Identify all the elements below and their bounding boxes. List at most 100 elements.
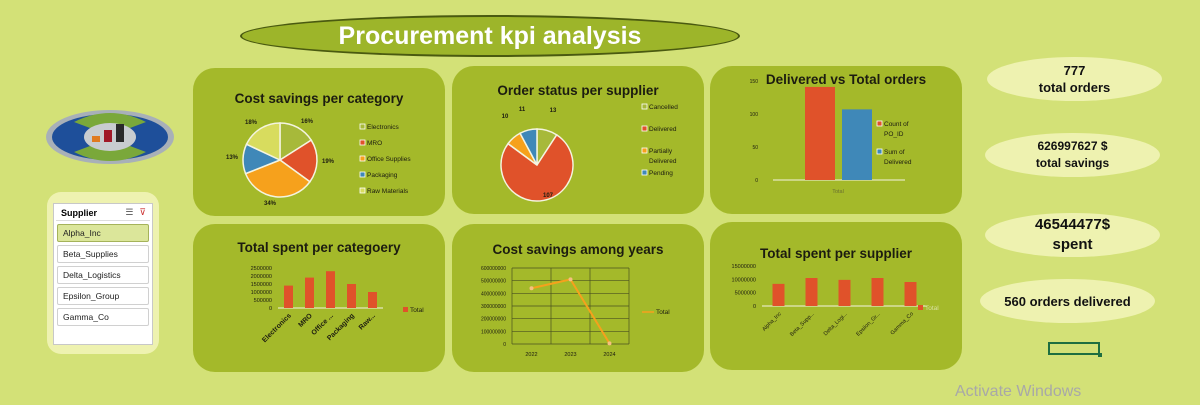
- pie-slice-pending: [519, 128, 538, 166]
- bar-raw-: [368, 292, 377, 308]
- legend-label: Cancelled: [649, 104, 678, 111]
- legend-label: PO_ID: [884, 131, 904, 138]
- legend-label: Office Supplies: [367, 156, 411, 163]
- bar-count-of-po-id: [805, 86, 835, 180]
- order-status-chart[interactable]: Order status per supplier 13 107 10 11 Cancel…: [452, 66, 704, 214]
- legend-swatch: [359, 155, 366, 162]
- slicer-item-gamma-co[interactable]: Gamma_Co: [57, 308, 149, 326]
- kpi-label: total savings: [1035, 156, 1110, 170]
- multi-select-icon[interactable]: ☰: [125, 207, 134, 217]
- legend-label: Sum of: [884, 149, 905, 156]
- data-label: 19%: [322, 159, 335, 165]
- delivered-vs-total-chart[interactable]: Delivered vs Total orders 0 50 100 150 Total C…: [710, 66, 962, 214]
- y-tick-label: 400000000: [481, 291, 506, 297]
- legend-swatch: [403, 307, 408, 312]
- pie-slice-mro: [278, 139, 318, 183]
- legend-label: Packaging: [367, 172, 398, 179]
- data-label: 10: [502, 114, 509, 120]
- data-point: [568, 277, 573, 282]
- y-tick-label: 5000000: [735, 291, 756, 297]
- y-tick-label: 300000000: [481, 304, 506, 310]
- y-tick-label: 100: [750, 112, 759, 118]
- y-tick-label: 0: [753, 304, 756, 310]
- y-tick-label: 100000000: [481, 329, 506, 335]
- legend-label: Total: [656, 309, 670, 316]
- x-tick-label: MRO: [297, 312, 314, 329]
- x-tick-label: Beta_Supp...: [789, 311, 816, 338]
- chart-title: Cost savings per category: [234, 91, 404, 106]
- bar-electronics: [284, 285, 293, 308]
- logo-icon: [46, 110, 174, 164]
- y-tick-label: 0: [755, 178, 758, 184]
- pie-slice-raw-materials: [245, 122, 281, 162]
- cost-savings-years-chart[interactable]: Cost savings among years 0 100000000 200000…: [452, 224, 704, 372]
- y-tick-label: 500000000: [481, 279, 506, 285]
- slicer-item-alpha-inc[interactable]: Alpha_Inc: [57, 224, 149, 242]
- cost-savings-category-chart[interactable]: Cost savings per category 16% 19% 34% 13% 18%…: [193, 68, 445, 216]
- activate-windows-watermark: Activate Windows: [955, 383, 1082, 400]
- chart-title: Cost savings among years: [492, 242, 664, 257]
- y-tick-label: 2500000: [251, 266, 272, 272]
- y-tick-label: 1500000: [251, 282, 272, 288]
- legend-swatch: [918, 305, 923, 310]
- supplier-slicer[interactable]: Supplier ☰ ⊽ Alpha_Inc Beta_Supplies Del…: [53, 203, 153, 345]
- legend-label: Count of: [884, 121, 909, 128]
- slicer-item-epsilon-group[interactable]: Epsilon_Group: [57, 287, 149, 305]
- y-tick-label: 2000000: [251, 274, 272, 280]
- pie-slice-office-supplies: [244, 159, 311, 198]
- y-tick-label: 50: [752, 145, 758, 151]
- bar-alpha-inc: [772, 283, 785, 306]
- x-tick-label: Total: [832, 189, 844, 195]
- clear-filter-icon[interactable]: ⊽: [139, 207, 146, 217]
- legend-label: Delivered: [649, 158, 677, 165]
- x-tick-label: Gamma_Co: [890, 311, 915, 336]
- legend-label: Total: [925, 305, 939, 312]
- slicer-item-beta-supplies[interactable]: Beta_Supplies: [57, 245, 149, 263]
- chart-title: Total spent per categoery: [237, 240, 401, 255]
- y-tick-label: 15000000: [732, 264, 756, 270]
- kpi-total-orders: 777 total orders: [987, 57, 1162, 101]
- pie-slice-delivered: [500, 133, 574, 202]
- kpi-value: 46544477$: [1034, 216, 1111, 233]
- data-point: [529, 286, 534, 291]
- data-label: 16%: [301, 119, 314, 125]
- y-tick-label: 150: [750, 79, 759, 85]
- kpi-spent: 46544477$ spent: [985, 213, 1160, 257]
- series-line-total: [531, 278, 611, 344]
- data-label: 13: [550, 108, 557, 114]
- legend-label: Raw Materials: [367, 188, 409, 195]
- legend-label: MRO: [367, 140, 382, 147]
- legend-swatch: [641, 103, 648, 110]
- y-tick-label: 500000: [254, 298, 272, 304]
- legend-swatch: [641, 147, 648, 154]
- kpi-label: total orders: [1038, 80, 1111, 95]
- legend-swatch: [359, 123, 366, 130]
- kpi-value: 777: [1063, 63, 1086, 78]
- legend-swatch: [876, 120, 883, 127]
- legend-label: Delivered: [884, 159, 912, 166]
- x-tick-label: Alpha_Inc: [761, 311, 783, 333]
- slicer-header: Supplier: [61, 207, 98, 218]
- total-spent-category-chart[interactable]: Total spent per categoery 0 500000 1000000 1…: [193, 224, 445, 372]
- slicer-item-delta-logistics[interactable]: Delta_Logistics: [57, 266, 149, 284]
- data-label: 18%: [245, 120, 258, 126]
- bar-packaging: [347, 284, 356, 308]
- legend-swatch: [876, 148, 883, 155]
- legend-swatch: [359, 171, 366, 178]
- legend-swatch: [359, 139, 366, 146]
- selected-cell[interactable]: [1048, 342, 1102, 357]
- legend-label: Partially: [649, 148, 673, 155]
- x-tick-label: Epsilon_Gr...: [855, 311, 882, 338]
- kpi-value: 626997627 $: [1037, 139, 1108, 153]
- total-spent-supplier-chart[interactable]: Total spent per supplier 0 5000000 10000000…: [710, 222, 962, 370]
- kpi-orders-delivered: 560 orders delivered: [980, 279, 1155, 323]
- y-tick-label: 600000000: [481, 266, 506, 272]
- chart-title: Order status per supplier: [497, 83, 659, 98]
- x-tick-label: Electronics: [261, 312, 293, 344]
- bar-mro: [305, 277, 314, 308]
- y-tick-label: 0: [269, 306, 272, 312]
- y-tick-label: 10000000: [732, 277, 756, 283]
- x-tick-label: Raw...: [358, 312, 377, 331]
- data-label: 13%: [226, 155, 239, 161]
- bar-beta-supp-: [805, 278, 818, 306]
